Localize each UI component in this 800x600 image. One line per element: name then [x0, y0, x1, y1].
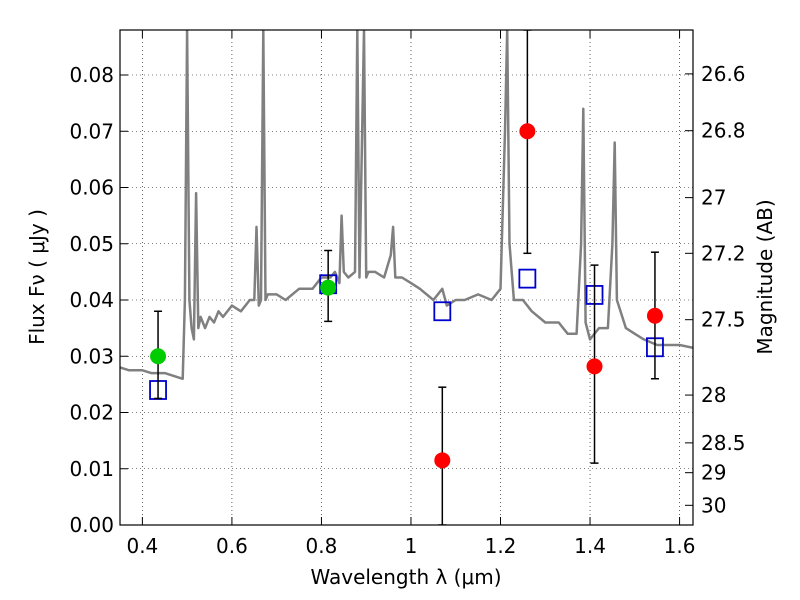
red-data-point: [434, 452, 451, 469]
y2-tick-label: 26.6: [701, 62, 746, 86]
y2-tick-label: 30: [701, 493, 726, 517]
y2-tick-label: 28.5: [701, 431, 746, 455]
secondary-y-axis-title: Magnitude (AB): [753, 199, 777, 354]
y-axis-title: Flux Fν ( μJy ): [25, 209, 49, 345]
x-tick-label: 1.2: [485, 534, 517, 558]
red-data-point: [646, 307, 663, 324]
y-tick-label: 0.05: [69, 232, 114, 256]
y-tick-label: 0.00: [69, 513, 114, 537]
y-axis: 0.00 0.01 0.02 0.03 0.04 0.05 0.06 0.07 0.08: [69, 63, 128, 537]
model-photometry-square: [433, 301, 452, 322]
model-spectrum-line: [120, 30, 693, 381]
model-photometry-square: [518, 268, 537, 289]
red-data-point: [519, 123, 536, 140]
green-data-point: [320, 279, 337, 296]
plot-frame: [119, 29, 694, 526]
y2-tick-label: 27: [701, 186, 726, 210]
y2-tick-label: 27.5: [701, 308, 746, 332]
y2-tick-label: 29: [701, 461, 726, 485]
y2-tick-label: 27.2: [701, 241, 746, 265]
grid-lines: [120, 30, 693, 526]
y-tick-label: 0.07: [69, 119, 114, 143]
y2-tick-label: 26.8: [701, 119, 746, 143]
x-axis-title: Wavelength λ (μm): [310, 565, 501, 589]
x-tick-label: 1.4: [574, 534, 606, 558]
plot-area: [120, 30, 693, 525]
green-data-point: [150, 348, 167, 365]
y-tick-label: 0.01: [69, 457, 114, 481]
y-tick-label: 0.06: [69, 176, 114, 200]
y-tick-label: 0.03: [69, 344, 114, 368]
y-tick-label: 0.02: [69, 401, 114, 425]
x-tick-label: 0.8: [306, 534, 338, 558]
x-tick-label: 1: [405, 534, 418, 558]
x-tick-label: 1.6: [664, 534, 696, 558]
x-axis: 0.4 0.6 0.8 1 1.2 1.4 1.6: [126, 30, 695, 558]
x-tick-label: 0.4: [126, 534, 158, 558]
y2-tick-label: 28: [701, 383, 726, 407]
secondary-y-axis: 26.6 26.8 27 27.2 27.5 28 28.5 29 30: [685, 62, 746, 517]
x-tick-label: 0.6: [216, 534, 248, 558]
y-tick-label: 0.08: [69, 63, 114, 87]
red-data-point: [586, 358, 603, 375]
y-tick-label: 0.04: [69, 288, 114, 312]
